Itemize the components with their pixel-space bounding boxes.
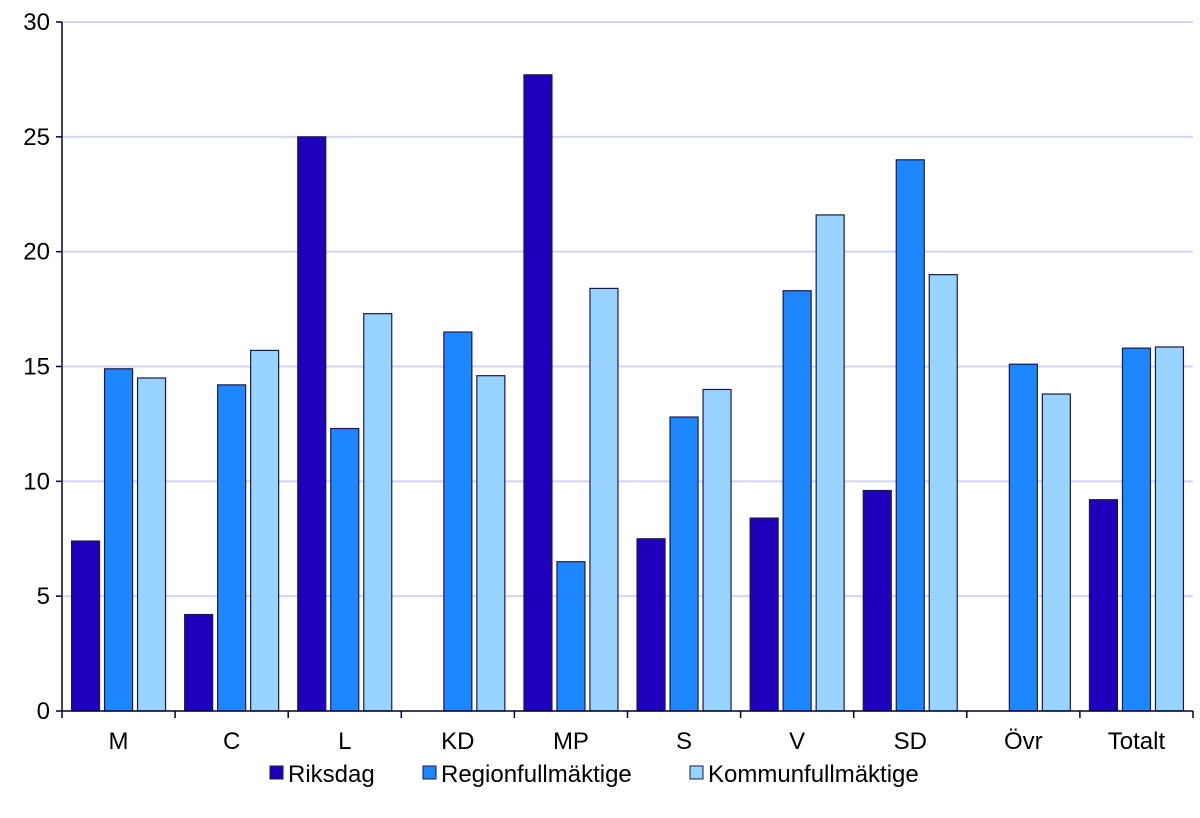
bar-kommunfullmäktige-kd [476,375,506,712]
x-tick-label: C [223,728,240,755]
bars [70,74,1185,712]
x-tick-label: Övr [1004,728,1043,755]
x-tick-label: V [789,728,805,755]
bar-regionfullmäktige-totalt [1121,347,1152,712]
legend: Riksdag Regionfullmäktige Kommunfullmäktig… [269,761,919,788]
bar-kommunfullmäktige-m [136,377,167,712]
x-tick-label: M [109,728,129,755]
y-tick-label: 10 [23,468,50,495]
legend-swatch-kommunfullmäktige [689,765,704,780]
legend-label: Kommunfullmäktige [708,761,919,788]
bar-riksdag-mp [523,74,553,712]
bar-kommunfullmäktige-c [250,349,280,712]
bar-kommunfullmäktige-s [702,388,732,712]
bar-kommunfullmäktige-v [815,214,845,712]
bar-kommunfullmäktige-övr [1041,393,1071,712]
x-tick-label: Totalt [1108,728,1166,755]
bar-riksdag-v [749,517,779,712]
bar-riksdag-sd [862,489,892,712]
bar-regionfullmäktige-mp [556,561,586,712]
y-tick-label: 15 [23,354,50,381]
y-tick-label: 20 [23,239,50,266]
bar-riksdag-totalt [1088,499,1119,712]
bar-regionfullmäktige-v [782,290,812,712]
y-tick-label: 0 [37,698,50,725]
bar-regionfullmäktige-sd [895,159,925,712]
bar-regionfullmäktige-l [330,427,360,712]
bar-regionfullmäktige-kd [443,331,473,712]
bar-riksdag-l [297,136,327,712]
bar-kommunfullmäktige-totalt [1154,346,1185,712]
x-tick-label: L [338,728,351,755]
bar-kommunfullmäktige-sd [928,274,958,712]
bar-regionfullmäktige-s [669,416,699,712]
x-tick-label: KD [441,728,474,755]
y-tick-label: 30 [23,9,50,36]
x-tick-label: S [676,728,692,755]
bar-regionfullmäktige-c [217,384,247,712]
legend-swatch-riksdag [269,765,284,780]
legend-label: Riksdag [288,761,375,788]
bar-kommunfullmäktige-mp [589,287,619,712]
legend-swatch-regionfullmäktige [422,765,437,780]
legend-label: Regionfullmäktige [441,761,632,788]
y-tick-label: 25 [23,124,50,151]
x-tick-label: SD [894,728,927,755]
axes: 0 5 10 15 20 25 30 M C L KD MP S V SD Övr Totalt [23,9,1194,755]
bar-riksdag-s [636,538,666,712]
bar-regionfullmäktige-m [103,368,134,712]
bar-kommunfullmäktige-l [363,313,393,712]
x-tick-label: MP [553,728,589,755]
bar-riksdag-c [184,613,214,712]
bar-riksdag-m [70,540,101,712]
y-tick-label: 5 [37,583,50,610]
bar-regionfullmäktige-övr [1008,363,1038,712]
